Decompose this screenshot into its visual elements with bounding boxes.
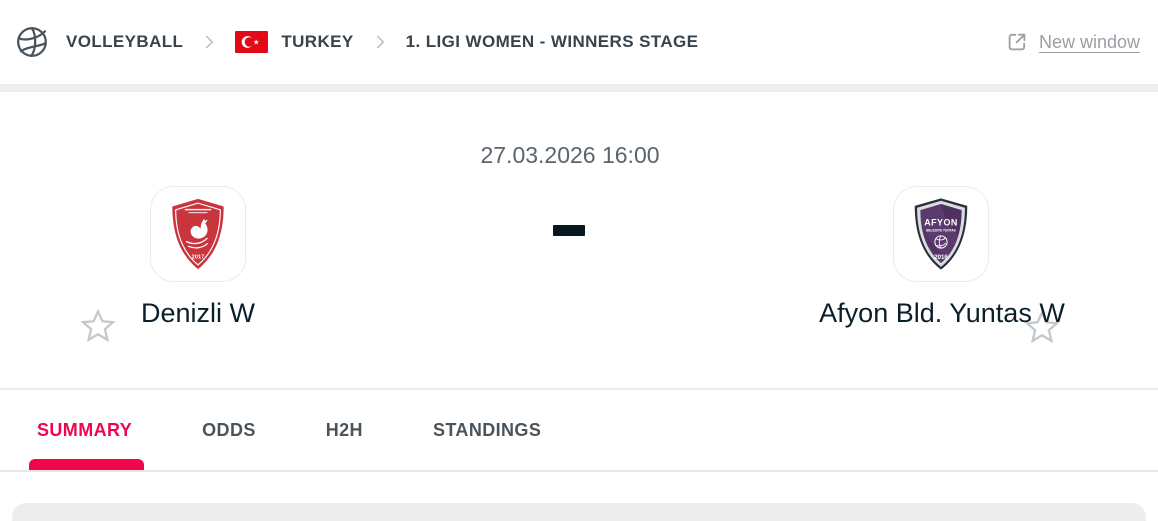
breadcrumb-league[interactable]: 1. LIGI WOMEN - WINNERS STAGE xyxy=(405,32,699,51)
score-placeholder-dash xyxy=(553,225,585,236)
chevron-right-icon xyxy=(198,31,220,53)
new-window-link[interactable]: New window xyxy=(1004,29,1140,55)
away-team-name[interactable]: Afyon Bld. Yuntas W xyxy=(819,298,1065,328)
breadcrumb-country[interactable]: TURKEY xyxy=(281,32,354,51)
divider xyxy=(0,388,1158,390)
tab-bar: SUMMARY ODDS H2H STANDINGS xyxy=(0,390,1158,470)
home-team-name[interactable]: Denizli W xyxy=(140,298,255,328)
divider xyxy=(0,470,1158,472)
section-gap xyxy=(0,84,1158,92)
home-logo-year: 2017 xyxy=(192,255,205,261)
tab-standings[interactable]: STANDINGS xyxy=(432,419,542,440)
home-team-logo[interactable]: 2017 xyxy=(150,186,246,282)
away-team-logo[interactable]: AFYON BELEDIYE YUNTAS 2016 xyxy=(893,186,989,282)
summary-content-card xyxy=(12,503,1146,521)
top-bar: VOLLEYBALL TURKEY 1. LIGI xyxy=(0,0,1158,84)
tab-odds[interactable]: ODDS xyxy=(202,419,256,440)
turkey-flag-icon xyxy=(235,31,269,53)
chevron-right-icon xyxy=(369,31,391,53)
favorite-star-home[interactable] xyxy=(79,307,117,345)
away-logo-title: AFYON xyxy=(924,218,957,228)
match-datetime: 27.03.2026 16:00 xyxy=(480,142,660,168)
away-logo-year: 2016 xyxy=(934,254,948,261)
new-window-label: New window xyxy=(1038,31,1140,52)
external-link-icon xyxy=(1004,29,1030,55)
tab-summary[interactable]: SUMMARY xyxy=(28,390,145,470)
breadcrumb-sport[interactable]: VOLLEYBALL xyxy=(66,32,184,51)
away-logo-subtitle: BELEDIYE YUNTAS xyxy=(926,229,956,233)
match-header: 27.03.2026 16:00 2017 xyxy=(0,92,1158,388)
breadcrumb: VOLLEYBALL TURKEY 1. LIGI xyxy=(14,24,698,60)
volleyball-icon xyxy=(14,24,50,60)
tab-h2h[interactable]: H2H xyxy=(325,419,363,440)
favorite-star-away[interactable] xyxy=(1023,308,1061,346)
